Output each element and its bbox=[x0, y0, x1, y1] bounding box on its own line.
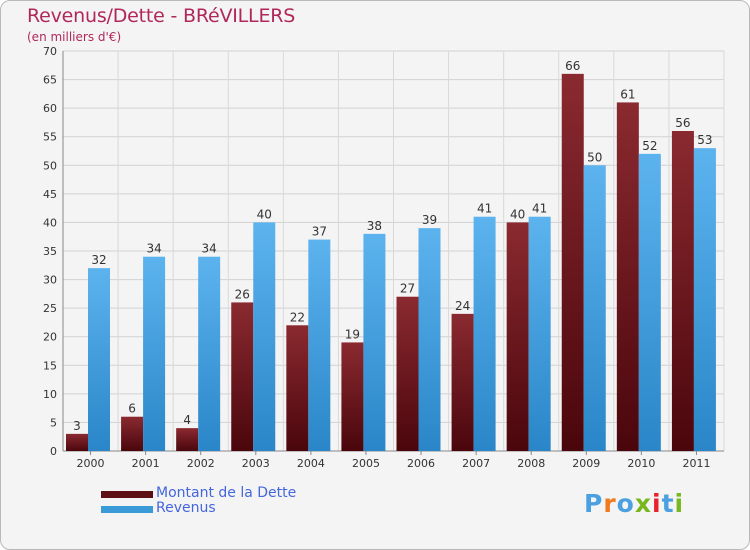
y-tick-label: 45 bbox=[43, 188, 57, 201]
logo-letter: o bbox=[616, 489, 635, 518]
x-tick-label: 2007 bbox=[462, 457, 490, 470]
y-tick-label: 30 bbox=[43, 274, 57, 287]
bar-revenus bbox=[363, 233, 386, 451]
y-tick-label: 10 bbox=[43, 388, 57, 401]
data-label-revenus: 32 bbox=[91, 253, 106, 267]
data-label-dette: 27 bbox=[400, 282, 415, 296]
data-label-dette: 40 bbox=[510, 207, 525, 221]
data-label-dette: 19 bbox=[345, 327, 360, 341]
y-tick-label: 15 bbox=[43, 359, 57, 372]
bar-revenus bbox=[88, 268, 110, 451]
x-tick-label: 2003 bbox=[242, 457, 270, 470]
bar-revenus bbox=[198, 256, 221, 451]
bar-dette bbox=[506, 222, 529, 451]
data-label-revenus: 40 bbox=[257, 207, 272, 221]
data-label-revenus: 34 bbox=[146, 242, 161, 256]
bar-revenus bbox=[528, 216, 551, 451]
bar-dette bbox=[121, 416, 144, 451]
bar-dette bbox=[66, 433, 88, 451]
x-tick-label: 2005 bbox=[352, 457, 380, 470]
chart-title: Revenus/Dette - BRéVILLERS bbox=[27, 5, 296, 27]
bar-revenus bbox=[638, 153, 661, 451]
data-label-revenus: 41 bbox=[532, 202, 547, 216]
data-label-revenus: 53 bbox=[697, 133, 712, 147]
axes: 0 5 10 15 20 25 30 35 40 45 50 55 60 65 70 2000 2001 2002… bbox=[43, 45, 724, 470]
x-tick-label: 2001 bbox=[132, 457, 160, 470]
data-label-dette: 26 bbox=[235, 287, 250, 301]
data-label-dette: 61 bbox=[620, 87, 635, 101]
legend-label-dette: Montant de la Dette bbox=[156, 485, 297, 501]
data-label-revenus: 37 bbox=[312, 225, 327, 239]
data-label-revenus: 34 bbox=[202, 242, 217, 256]
legend-swatch-revenus bbox=[101, 506, 153, 513]
data-label-revenus: 38 bbox=[367, 219, 382, 233]
y-tick-label: 55 bbox=[43, 131, 57, 144]
data-label-dette: 66 bbox=[565, 59, 580, 73]
logo-letter: r bbox=[603, 489, 617, 518]
data-label-revenus: 39 bbox=[422, 213, 437, 227]
x-tick-label: 2011 bbox=[682, 457, 710, 470]
data-label-dette: 3 bbox=[73, 419, 81, 433]
data-label-dette: 24 bbox=[455, 299, 470, 313]
bar-revenus bbox=[473, 216, 496, 451]
y-tick-label: 25 bbox=[43, 302, 57, 315]
bar-dette bbox=[176, 428, 199, 451]
logo-letter: i bbox=[652, 489, 662, 518]
y-tick-label: 65 bbox=[43, 74, 57, 87]
bar-dette bbox=[396, 296, 419, 451]
bar-revenus bbox=[253, 222, 276, 451]
data-label-revenus: 41 bbox=[477, 202, 492, 216]
bar-dette bbox=[286, 325, 309, 451]
x-tick-label: 2009 bbox=[572, 457, 600, 470]
data-label-revenus: 50 bbox=[587, 150, 602, 164]
bars bbox=[66, 73, 716, 452]
logo-letter: t bbox=[661, 489, 675, 518]
y-tick-label: 60 bbox=[43, 102, 57, 115]
y-tick-label: 40 bbox=[43, 216, 57, 229]
data-label-dette: 6 bbox=[128, 402, 136, 416]
data-label-dette: 56 bbox=[675, 116, 690, 130]
x-tick-label: 2010 bbox=[627, 457, 655, 470]
legend-label-revenus: Revenus bbox=[156, 500, 216, 516]
data-label-dette: 22 bbox=[290, 310, 305, 324]
x-tick-label: 2006 bbox=[407, 457, 435, 470]
x-tick-label: 2000 bbox=[77, 457, 105, 470]
data-labels: 3 32 6 34 4 34 26 40 22 37 19 38 27 39 24 41 40 41 66 50 61 5… bbox=[73, 59, 712, 433]
data-label-revenus: 52 bbox=[642, 139, 657, 153]
x-tick-label: 2002 bbox=[187, 457, 215, 470]
logo-letter: P bbox=[584, 489, 604, 518]
y-tick-label: 0 bbox=[50, 445, 57, 458]
y-tick-label: 5 bbox=[50, 416, 57, 429]
bar-dette bbox=[616, 102, 639, 451]
x-tick-label: 2008 bbox=[517, 457, 545, 470]
chart-subtitle: (en milliers d'€) bbox=[27, 30, 122, 44]
bar-revenus bbox=[583, 165, 606, 452]
bar-dette bbox=[341, 342, 364, 451]
bar-revenus bbox=[143, 256, 166, 451]
bar-dette bbox=[561, 73, 584, 451]
y-tick-label: 35 bbox=[43, 245, 57, 258]
legend-swatch-dette bbox=[101, 491, 153, 498]
data-label-dette: 4 bbox=[183, 413, 191, 427]
y-tick-label: 20 bbox=[43, 331, 57, 344]
y-tick-label: 50 bbox=[43, 159, 57, 172]
logo-letter: x bbox=[634, 489, 652, 518]
logo-letter: i bbox=[674, 489, 685, 518]
grid-lines bbox=[62, 50, 725, 452]
bar-dette bbox=[451, 313, 474, 451]
bar-dette bbox=[671, 131, 694, 451]
bar-revenus bbox=[418, 228, 441, 451]
proxiti-logo: Proxiti bbox=[584, 489, 684, 518]
bar-revenus bbox=[308, 239, 331, 451]
bar-revenus bbox=[693, 148, 716, 451]
x-tick-label: 2004 bbox=[297, 457, 325, 470]
bar-dette bbox=[231, 302, 254, 451]
y-tick-label: 70 bbox=[43, 45, 57, 58]
